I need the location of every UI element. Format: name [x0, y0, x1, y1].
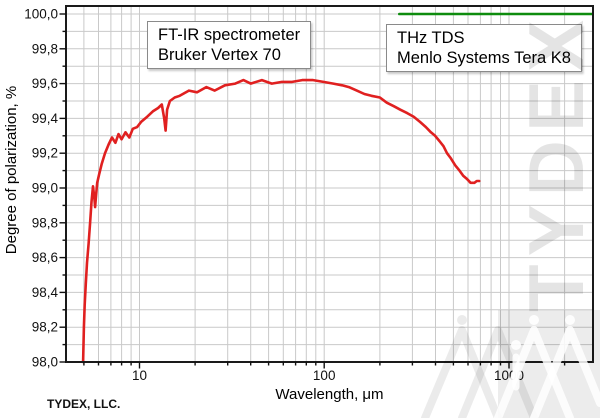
annotation-ftir-line1: FT-IR spectrometer	[158, 26, 301, 44]
credit-text: TYDEX, LLC.	[47, 397, 121, 411]
svg-text:99,4: 99,4	[32, 111, 59, 126]
plot-frame	[65, 5, 594, 363]
svg-text:98,4: 98,4	[32, 285, 59, 300]
svg-text:99,2: 99,2	[32, 146, 58, 161]
y-axis-title: Degree of polarization, %	[3, 85, 20, 255]
annotation-thz-line2: Menlo Systems Tera K8	[397, 49, 571, 67]
annotation-box-thz: THz TDS Menlo Systems Tera K8	[386, 24, 582, 72]
svg-text:98,2: 98,2	[32, 320, 58, 335]
svg-text:98,6: 98,6	[32, 250, 58, 265]
svg-text:99,6: 99,6	[32, 76, 58, 91]
svg-text:98,0: 98,0	[32, 355, 58, 370]
annotation-ftir-line2: Bruker Vertex 70	[158, 46, 281, 64]
svg-text:100: 100	[313, 368, 336, 383]
series-ftir-curve	[81, 78, 481, 364]
svg-text:99,0: 99,0	[32, 181, 58, 196]
x-axis-title: Wavelength, μm	[275, 386, 384, 403]
svg-text:1000: 1000	[494, 368, 524, 383]
svg-text:99,8: 99,8	[32, 41, 58, 56]
svg-text:100,0: 100,0	[24, 7, 58, 22]
svg-text:10: 10	[132, 368, 147, 383]
annotation-box-ftir: FT-IR spectrometer Bruker Vertex 70	[147, 21, 312, 69]
axis-tick-labels: 98,0 98,2 98,4 98,6 98,8 99,0 99,2 99,4 99,6 99,8…	[24, 7, 524, 384]
svg-text:98,8: 98,8	[32, 215, 58, 230]
annotation-thz-line1: THz TDS	[397, 29, 465, 47]
